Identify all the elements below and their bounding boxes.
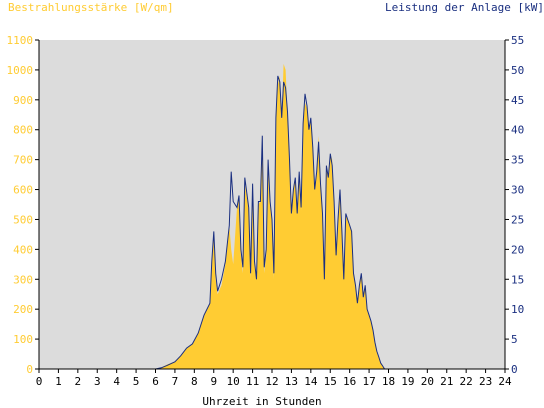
x-tick-label: 8 xyxy=(191,375,198,388)
x-tick-label: 1 xyxy=(55,375,62,388)
right-y-tick-label: 25 xyxy=(511,213,524,226)
right-axis-title: Leistung der Anlage [kW] xyxy=(385,1,544,14)
left-y-tick-label: 900 xyxy=(13,94,33,107)
left-y-tick-label: 800 xyxy=(13,124,33,137)
x-tick-label: 18 xyxy=(382,375,395,388)
left-y-tick-label: 600 xyxy=(13,184,33,197)
x-tick-label: 2 xyxy=(75,375,82,388)
x-tick-label: 7 xyxy=(172,375,179,388)
x-tick-label: 9 xyxy=(210,375,217,388)
left-y-tick-label: 1000 xyxy=(7,64,34,77)
x-tick-label: 11 xyxy=(246,375,259,388)
left-y-tick-label: 300 xyxy=(13,273,33,286)
x-tick-label: 13 xyxy=(285,375,298,388)
left-y-tick-label: 100 xyxy=(13,333,33,346)
left-y-tick-label: 700 xyxy=(13,154,33,167)
right-y-tick-label: 5 xyxy=(511,333,518,346)
right-y-tick-label: 45 xyxy=(511,94,524,107)
x-tick-label: 22 xyxy=(460,375,473,388)
right-y-tick-label: 35 xyxy=(511,154,524,167)
x-tick-label: 17 xyxy=(362,375,375,388)
x-tick-label: 19 xyxy=(401,375,414,388)
right-y-tick-label: 0 xyxy=(511,363,518,376)
x-tick-label: 0 xyxy=(36,375,43,388)
x-tick-label: 10 xyxy=(227,375,240,388)
right-y-tick-label: 10 xyxy=(511,303,524,316)
x-tick-label: 23 xyxy=(479,375,492,388)
x-tick-label: 6 xyxy=(152,375,159,388)
right-y-tick-label: 40 xyxy=(511,124,524,137)
x-tick-label: 3 xyxy=(94,375,101,388)
x-tick-label: 16 xyxy=(343,375,356,388)
left-y-tick-label: 500 xyxy=(13,213,33,226)
irradiance-area xyxy=(39,63,505,370)
right-y-tick-label: 20 xyxy=(511,243,524,256)
x-tick-label: 20 xyxy=(421,375,434,388)
x-tick-label: 4 xyxy=(113,375,120,388)
x-tick-label: 12 xyxy=(265,375,278,388)
x-tick-label: 21 xyxy=(440,375,453,388)
power-line xyxy=(39,75,505,370)
left-y-tick-label: 200 xyxy=(13,303,33,316)
left-axis-title: Bestrahlungsstärke [W/qm] xyxy=(8,1,174,14)
x-tick-label: 14 xyxy=(304,375,318,388)
left-y-tick-label: 1100 xyxy=(7,34,34,47)
x-tick-label: 15 xyxy=(324,375,337,388)
right-y-tick-label: 55 xyxy=(511,34,524,47)
x-axis-label: Uhrzeit in Stunden xyxy=(202,395,321,408)
x-tick-label: 24 xyxy=(498,375,512,388)
right-y-tick-label: 15 xyxy=(511,273,524,286)
x-tick-label: 5 xyxy=(133,375,140,388)
left-y-tick-label: 0 xyxy=(26,363,33,376)
right-y-tick-label: 30 xyxy=(511,184,524,197)
left-y-tick-label: 400 xyxy=(13,243,33,256)
right-y-tick-label: 50 xyxy=(511,64,524,77)
